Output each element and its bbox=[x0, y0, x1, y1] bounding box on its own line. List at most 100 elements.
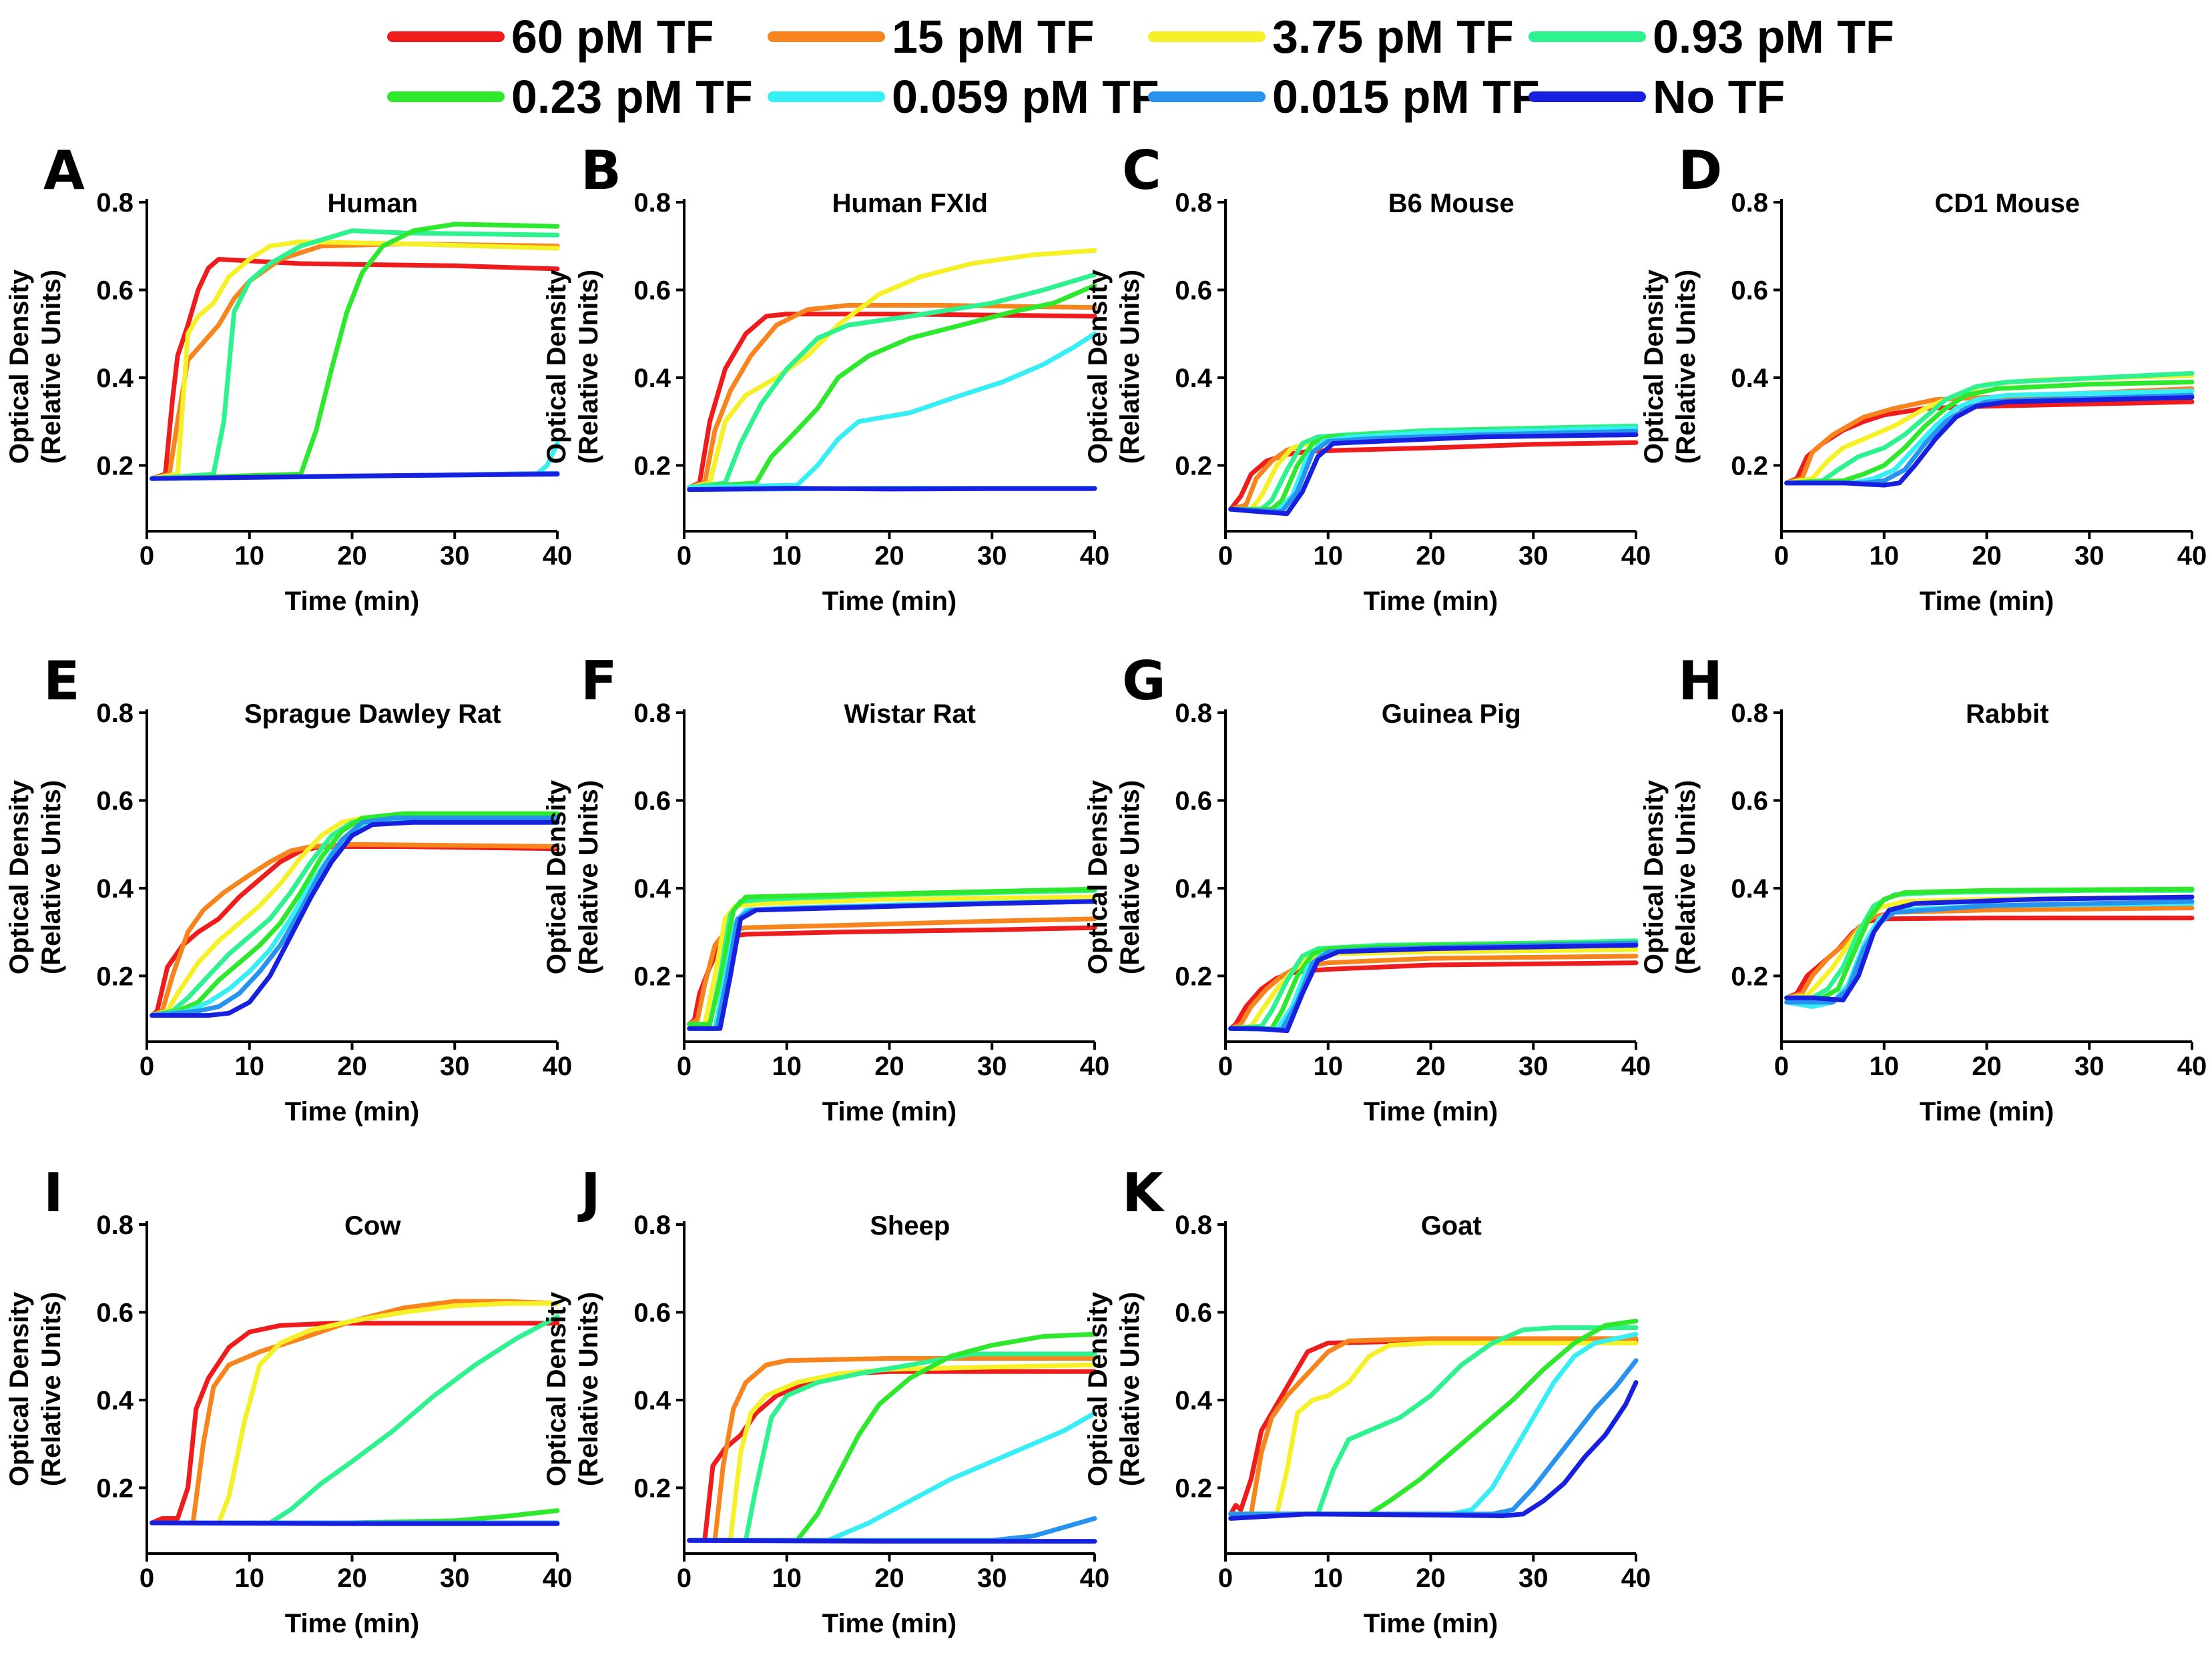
y-tick-label: 0.2 bbox=[96, 451, 133, 480]
y-tick-label: 0.6 bbox=[96, 276, 133, 305]
y-axis-label-line: Optical Density bbox=[542, 1291, 571, 1486]
x-tick-label: 20 bbox=[874, 541, 904, 571]
y-tick-label: 0.2 bbox=[633, 1473, 671, 1503]
y-tick-label: 0.4 bbox=[1731, 874, 1768, 904]
x-tick-label: 0 bbox=[677, 541, 692, 571]
y-axis-label-line: (Relative Units) bbox=[37, 780, 66, 974]
y-tick-label: 0.2 bbox=[96, 1473, 133, 1503]
series-line-no-tf bbox=[150, 819, 560, 1018]
panel-letter: F bbox=[581, 650, 617, 712]
series-line-3-75-pm-tf bbox=[687, 1362, 1097, 1543]
panel-title: Rabbit bbox=[1966, 699, 2048, 729]
y-tick-label: 0.6 bbox=[1731, 276, 1768, 305]
y-axis-label-line: (Relative Units) bbox=[574, 780, 603, 974]
y-tick-label: 0.4 bbox=[96, 1386, 133, 1415]
panel-title: Human FXId bbox=[832, 189, 988, 218]
y-tick-label: 0.2 bbox=[96, 962, 133, 991]
panel-letter: G bbox=[1122, 650, 1166, 712]
series-line-0-93-pm-tf bbox=[687, 1351, 1097, 1543]
x-axis-label: Time (min) bbox=[822, 1097, 957, 1126]
x-tick-label: 20 bbox=[337, 1052, 367, 1081]
x-tick-label: 0 bbox=[1774, 1052, 1789, 1081]
y-axis-label-line: Optical Density bbox=[1639, 269, 1669, 464]
x-tick-label: 20 bbox=[337, 541, 367, 571]
x-tick-label: 40 bbox=[1621, 1564, 1651, 1593]
panel-letter: K bbox=[1122, 1162, 1165, 1224]
y-tick-label: 0.6 bbox=[1175, 786, 1212, 815]
series-line-0-23-pm-tf bbox=[1784, 380, 2195, 486]
x-tick-label: 10 bbox=[772, 1564, 802, 1593]
x-tick-label: 20 bbox=[1416, 541, 1446, 571]
series-line-3-75-pm-tf bbox=[150, 239, 560, 481]
x-tick-label: 0 bbox=[677, 1564, 692, 1593]
x-tick-label: 20 bbox=[874, 1052, 904, 1081]
x-tick-label: 30 bbox=[440, 1052, 470, 1081]
series-line-no-tf bbox=[150, 472, 560, 481]
y-tick-label: 0.8 bbox=[96, 188, 133, 218]
series-line-3-75-pm-tf bbox=[1228, 1341, 1639, 1517]
x-tick-label: 10 bbox=[772, 541, 802, 571]
x-tick-label: 10 bbox=[235, 1564, 265, 1593]
panel-title: CD1 Mouse bbox=[1934, 189, 2080, 218]
y-axis-label-line: (Relative Units) bbox=[1115, 270, 1145, 464]
series-line-0-015-pm-tf bbox=[1228, 428, 1639, 514]
series-line-no-tf bbox=[150, 1520, 560, 1526]
panel-cow: I Cow 0.2 0.4 0.6 0.8 0 10 20 30 40 Time (min) Optic… bbox=[5, 1162, 572, 1638]
series-line-0-23-pm-tf bbox=[150, 222, 560, 481]
x-tick-label: 10 bbox=[1314, 1052, 1344, 1081]
x-axis-label: Time (min) bbox=[822, 587, 957, 616]
y-tick-label: 0.8 bbox=[633, 188, 671, 218]
x-tick-label: 20 bbox=[1416, 1564, 1446, 1593]
x-tick-label: 10 bbox=[235, 1052, 265, 1081]
legend-label-0-059-pm-tf: 0.059 pM TF bbox=[892, 71, 1159, 123]
x-tick-label: 30 bbox=[2075, 1052, 2105, 1081]
x-tick-label: 30 bbox=[977, 1052, 1007, 1081]
legend-label-0-93-pm-tf: 0.93 pM TF bbox=[1653, 11, 1894, 63]
x-tick-label: 40 bbox=[2177, 541, 2207, 571]
series-group bbox=[1784, 370, 2195, 488]
y-tick-label: 0.6 bbox=[633, 276, 671, 305]
series-line-3-75-pm-tf bbox=[687, 248, 1097, 490]
x-tick-label: 20 bbox=[1416, 1052, 1446, 1081]
panel-title: Goat bbox=[1421, 1211, 1482, 1241]
y-tick-label: 0.6 bbox=[1175, 276, 1212, 305]
series-line-no-tf bbox=[1228, 432, 1639, 517]
series-group bbox=[687, 1331, 1097, 1544]
y-axis-label-line: Optical Density bbox=[5, 779, 34, 974]
legend-label-60-pm-tf: 60 pM TF bbox=[511, 11, 714, 63]
x-axis-label: Time (min) bbox=[1364, 587, 1498, 616]
series-line-0-93-pm-tf bbox=[687, 272, 1097, 490]
x-tick-label: 0 bbox=[1218, 1564, 1233, 1593]
panel-letter: I bbox=[43, 1162, 63, 1224]
legend-label-15-pm-tf: 15 pM TF bbox=[892, 11, 1094, 63]
series-line-0-23-pm-tf bbox=[687, 886, 1097, 1027]
series-line-no-tf bbox=[687, 1538, 1097, 1544]
series-line-15-pm-tf bbox=[1228, 954, 1639, 1031]
legend-label-0-015-pm-tf: 0.015 pM TF bbox=[1272, 71, 1540, 123]
y-tick-label: 0.4 bbox=[1175, 364, 1212, 393]
y-axis-label-line: (Relative Units) bbox=[574, 1292, 603, 1486]
x-tick-label: 40 bbox=[2177, 1052, 2207, 1081]
y-tick-label: 0.6 bbox=[633, 1298, 671, 1327]
panel-title: Guinea Pig bbox=[1382, 699, 1521, 729]
x-tick-label: 0 bbox=[1218, 541, 1233, 571]
x-axis-label: Time (min) bbox=[822, 1609, 957, 1638]
x-tick-label: 40 bbox=[1080, 1052, 1110, 1081]
series-line-no-tf bbox=[687, 486, 1097, 492]
y-tick-label: 0.4 bbox=[1731, 364, 1768, 393]
x-tick-label: 10 bbox=[235, 541, 265, 571]
series-line-no-tf bbox=[1228, 942, 1639, 1034]
series-line-0-059-pm-tf bbox=[687, 331, 1097, 490]
y-axis-label-line: Optical Density bbox=[542, 779, 571, 974]
series-line-60-pm-tf bbox=[150, 844, 560, 1018]
x-tick-label: 10 bbox=[1870, 541, 1900, 571]
panel-title: Sprague Dawley Rat bbox=[244, 699, 501, 729]
y-tick-label: 0.8 bbox=[1175, 188, 1212, 218]
y-tick-label: 0.2 bbox=[633, 451, 671, 480]
y-tick-label: 0.4 bbox=[633, 364, 671, 393]
panel-wistar-rat: F Wistar Rat 0.2 0.4 0.6 0.8 0 10 20 30 40 Time (mi… bbox=[542, 650, 1109, 1126]
panel-letter: A bbox=[43, 139, 85, 202]
panel-title: Wistar Rat bbox=[844, 699, 976, 729]
series-line-0-23-pm-tf bbox=[687, 1331, 1097, 1543]
